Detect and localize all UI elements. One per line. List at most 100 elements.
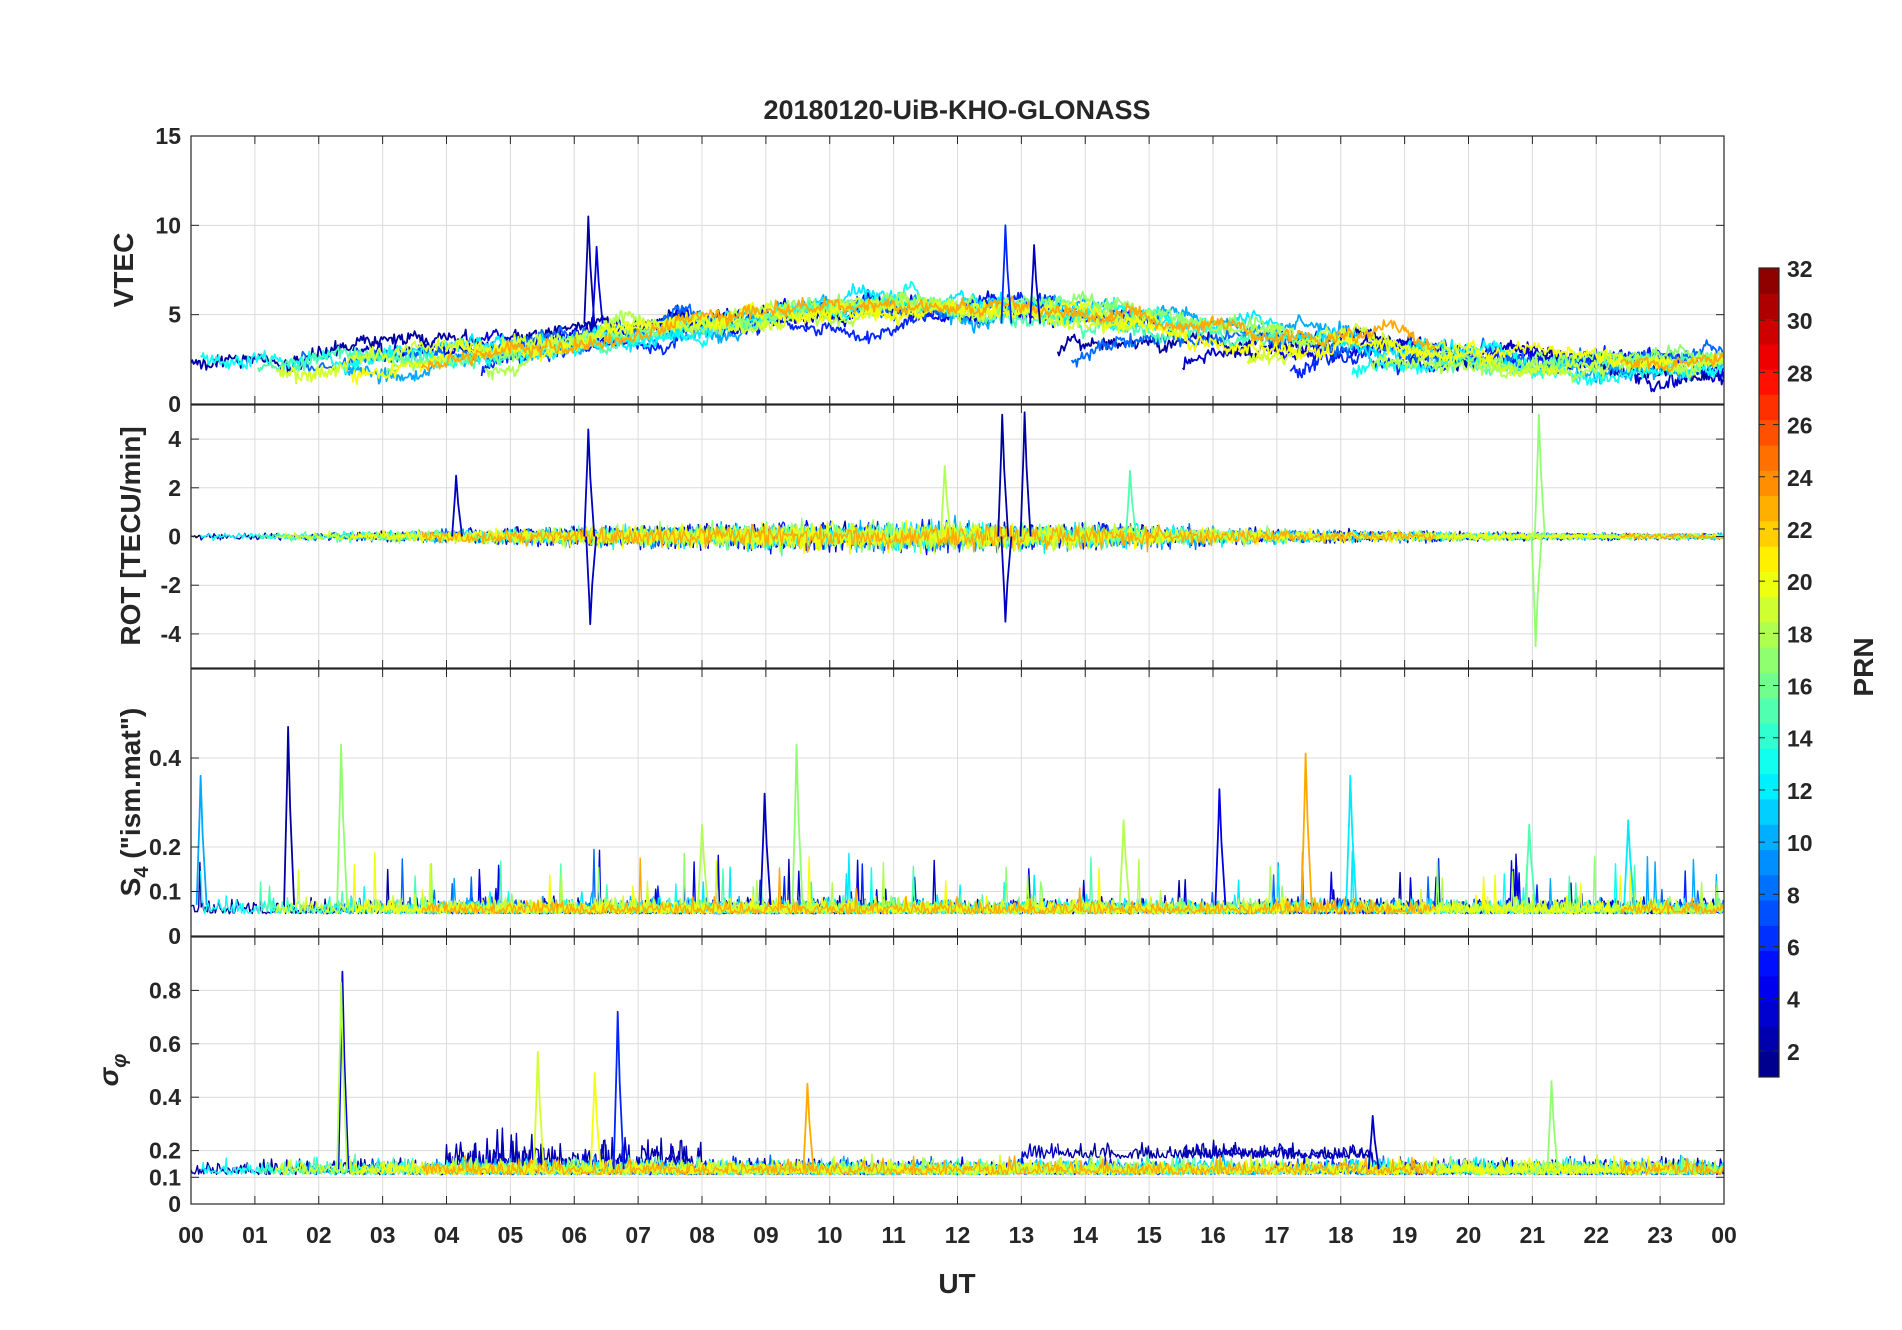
x-tick-label: 05 [498, 1222, 524, 1248]
y-label-sigma-main: σ [93, 1066, 124, 1086]
series-line-sigma_phi [589, 1072, 602, 1170]
colorbar-swatch [1759, 470, 1779, 497]
x-axis-label: UT [938, 1268, 975, 1299]
series-line-rot [1019, 411, 1032, 537]
series-line-sigma_phi [612, 1010, 625, 1170]
y-tick-label-vtec: 0 [168, 391, 181, 417]
x-tick-label: 07 [625, 1222, 651, 1248]
series-line-s4 [421, 857, 1437, 915]
colorbar-swatch [1759, 1001, 1779, 1027]
y-tick-label-vtec: 15 [155, 123, 181, 149]
colorbar-swatch [1759, 621, 1779, 648]
series-line-rot [451, 474, 463, 537]
x-tick-label: 00 [1711, 1222, 1737, 1248]
colorbar-swatch [1759, 520, 1779, 547]
series-layer-vtec [191, 215, 1724, 393]
colorbar-tick-label: 4 [1787, 987, 1800, 1013]
series-line-sigma_phi [336, 981, 348, 1170]
y-label-s4-main: S [115, 878, 146, 897]
series-line-rot [585, 536, 598, 626]
series-line-rot [997, 413, 1010, 537]
x-tick-label: 12 [945, 1222, 971, 1248]
colorbar-swatch [1759, 900, 1779, 926]
colorbar-swatch [1759, 874, 1779, 901]
y-tick-label-sigma_phi: 0.8 [149, 977, 181, 1003]
y-label-sigma-phi: σφ [93, 1054, 131, 1087]
series-line-vtec [583, 215, 596, 324]
colorbar-swatch [1759, 444, 1779, 471]
series-line-sigma_phi [532, 1050, 545, 1170]
colorbar-swatch [1759, 1026, 1779, 1053]
colorbar-swatch [1759, 268, 1779, 294]
colorbar-tick-label: 22 [1787, 517, 1813, 543]
y-tick-label-rot: 4 [168, 426, 181, 452]
series-layer-s4 [191, 726, 1724, 915]
series-layer-rot [191, 411, 1724, 647]
series-layer-sigma-phi [191, 970, 1724, 1176]
y-label-sigma-sub: φ [109, 1054, 131, 1068]
colorbar-swatch [1759, 343, 1779, 370]
y-tick-label-s4: 0.1 [149, 879, 181, 905]
series-line-sigma_phi [337, 970, 350, 1170]
x-tick-label: 16 [1200, 1222, 1226, 1248]
colorbar-swatch [1759, 546, 1779, 572]
colorbar-swatch [1759, 647, 1779, 673]
series-line-vtec [420, 295, 1437, 372]
series-line-rot [1125, 469, 1137, 537]
chart-title: 20180120-UiB-KHO-GLONASS [763, 95, 1150, 125]
x-tick-label: 08 [689, 1222, 715, 1248]
x-tick-label: 02 [306, 1222, 332, 1248]
x-tick-label: 10 [817, 1222, 843, 1248]
colorbar-tick-label: 2 [1787, 1039, 1800, 1065]
y-tick-label-s4: 0 [168, 923, 181, 949]
colorbar-tick-label: 8 [1787, 882, 1800, 908]
colorbar-swatch [1759, 596, 1779, 623]
series-line-vtec [385, 290, 1326, 375]
x-tick-label: 09 [753, 1222, 779, 1248]
colorbar-tick-label: 26 [1787, 413, 1813, 439]
series-line-sigma_phi [1367, 1115, 1380, 1170]
series-line-s4 [1620, 896, 1724, 915]
series-line-s4 [1623, 819, 1636, 905]
series-line-rot [583, 428, 596, 537]
colorbar-swatch [1759, 293, 1779, 320]
x-tick-label: 18 [1328, 1222, 1354, 1248]
x-tick-label: 19 [1392, 1222, 1418, 1248]
colorbar-swatch [1759, 495, 1779, 522]
series-line-vtec [1619, 352, 1724, 373]
y-tick-label-rot: -2 [161, 572, 181, 598]
x-tick-label: 20 [1456, 1222, 1482, 1248]
series-line-rot [1620, 532, 1724, 541]
x-tick-label: 22 [1583, 1222, 1609, 1248]
series-line-vtec [1246, 322, 1724, 377]
series-line-rot [1000, 536, 1013, 623]
colorbar-tick-label: 30 [1787, 308, 1813, 334]
series-line-s4 [791, 743, 804, 905]
series-line-s4 [1300, 752, 1313, 905]
colorbar-frame [1758, 267, 1780, 1078]
colorbar-swatch [1759, 824, 1779, 850]
y-tick-label-rot: 2 [168, 475, 181, 501]
series-line-sigma_phi [1620, 1157, 1724, 1176]
colorbar-swatch [1759, 394, 1779, 421]
colorbar-swatch [1759, 748, 1779, 775]
x-tick-label: 14 [1072, 1222, 1098, 1248]
colorbar-swatch [1759, 369, 1779, 395]
series-line-s4 [1524, 823, 1537, 905]
colorbar-swatch [1759, 419, 1779, 446]
series-line-vtec [1000, 224, 1013, 324]
colorbar-swatch [1759, 672, 1779, 699]
series-line-s4 [1118, 819, 1131, 905]
series-line-s4 [1345, 774, 1358, 905]
x-tick-label: 00 [178, 1222, 204, 1248]
y-tick-label-vtec: 5 [168, 302, 181, 328]
colorbar-label: PRN [1848, 637, 1879, 696]
series-line-vtec [1420, 339, 1724, 373]
x-tick-label: 23 [1647, 1222, 1673, 1248]
colorbar-swatch [1759, 571, 1779, 598]
y-tick-label-s4: 0.4 [149, 745, 181, 771]
colorbar-swatch [1759, 975, 1779, 1002]
series-line-s4 [283, 726, 295, 905]
x-tick-label: 04 [434, 1222, 460, 1248]
